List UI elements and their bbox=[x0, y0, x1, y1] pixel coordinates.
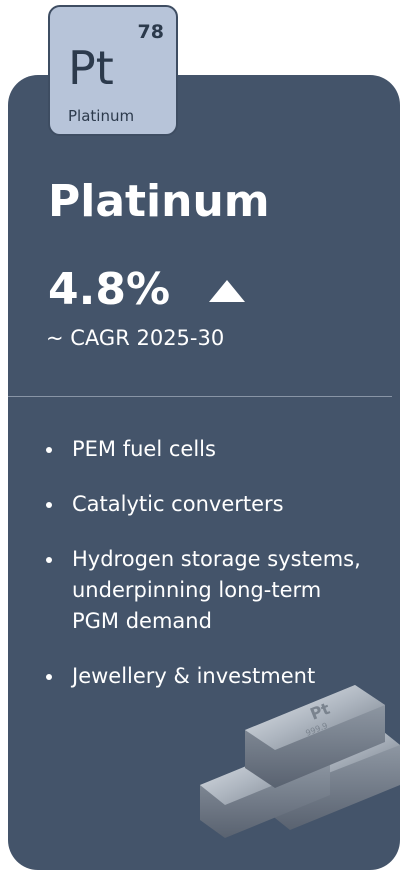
bar-shape bbox=[245, 685, 385, 750]
title: Platinum bbox=[48, 176, 270, 227]
up-arrow bbox=[209, 280, 245, 302]
element-tile: 78 Pt Platinum bbox=[48, 5, 178, 136]
element-symbol: Pt bbox=[68, 41, 114, 95]
bullet-item: Catalytic converters bbox=[44, 489, 374, 520]
bullet-item: PEM fuel cells bbox=[44, 434, 374, 465]
stat-label: ~ CAGR 2025-30 bbox=[46, 326, 225, 350]
bullet-list: PEM fuel cells Catalytic converters Hydrog… bbox=[44, 434, 374, 716]
stat: 4.8% bbox=[48, 264, 171, 315]
platinum-bars: Pt 999.9 bbox=[200, 685, 400, 838]
bullet-item: Hydrogen storage systems, underpinning l… bbox=[44, 544, 374, 637]
element-name: Platinum bbox=[68, 107, 135, 125]
atomic-number: 78 bbox=[137, 21, 164, 43]
divider bbox=[8, 396, 392, 397]
bullet-item: Jewellery & investment bbox=[44, 661, 374, 692]
